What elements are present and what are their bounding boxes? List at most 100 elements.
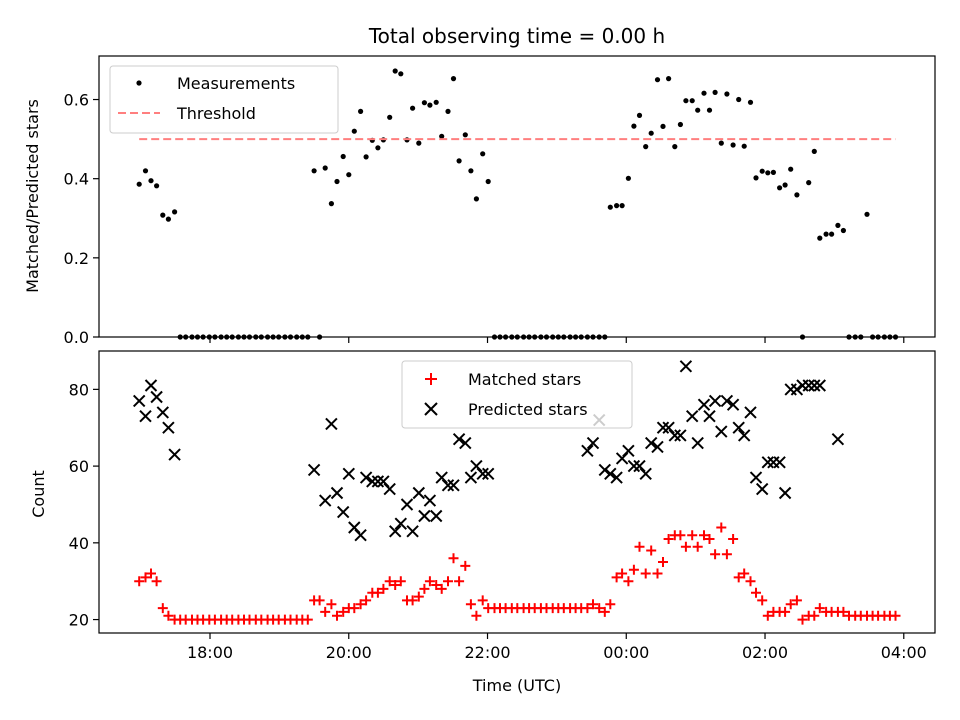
predicted-point [383,482,396,496]
measurement-point [765,170,771,176]
predicted-point [354,528,367,542]
predicted-point [581,444,594,458]
matched-point [477,595,488,606]
matched-point [163,610,174,621]
predicted-point [406,525,419,538]
legend-measurements-marker [136,80,142,86]
predicted-point [778,486,792,500]
matched-point [762,610,773,621]
matched-point [646,545,657,556]
predicted-point [325,417,338,431]
measurement-point [439,133,445,139]
matched-point [413,591,424,602]
measurement-point [398,71,404,77]
predicted-point [429,509,443,523]
predicted-point [476,467,489,481]
predicted-point [452,432,466,446]
counts-series-1 [132,360,845,542]
predicted-point [318,494,332,507]
ratio-y-tick-label: 0.4 [64,170,89,189]
measurement-point [433,99,439,105]
predicted-point [622,444,635,458]
measurement-point [677,121,684,128]
measurement-point [718,140,724,146]
measurement-point [363,154,369,160]
matched-point [739,568,750,579]
ratio-legend: Measurements Threshold [109,65,339,134]
matched-point [710,549,721,560]
predicted-point [749,471,763,484]
predicted-point [790,383,804,396]
matched-point [355,599,366,610]
predicted-point [662,421,675,434]
predicted-point [691,436,704,450]
predicted-point [366,475,379,488]
measurement-point [753,175,759,181]
measurement-point [328,201,334,207]
predicted-point [767,456,780,469]
matched-point [361,595,372,606]
ratio-panel: 0.0 0.2 0.4 0.6 Matched/Predicted stars Mea… [23,55,936,347]
measurement-point [311,168,317,174]
measurement-point [654,77,661,83]
measurement-point [358,108,364,114]
measurement-point [864,211,870,217]
measurement-point [666,76,672,82]
measurement-point [154,183,160,189]
measurement-point [165,216,171,222]
matched-point [349,603,360,614]
matched-point [658,557,668,567]
x-axis-label: Time (UTC) [472,676,561,695]
measurement-point [619,203,625,209]
predicted-point [371,475,385,488]
matched-point [326,599,337,610]
legend-threshold-label: Threshold [176,104,256,123]
predicted-point [610,471,623,484]
predicted-point [720,394,734,408]
matched-point [390,580,401,590]
measurement-point [672,144,678,150]
predicted-point [423,494,437,507]
predicted-point [447,479,460,492]
predicted-point [481,467,495,481]
counts-panel: 20 40 60 80 18:00 20:00 22:00 00:00 02:00 04:00 C… [29,350,936,662]
counts-axes-frame [98,350,936,634]
matched-point [443,576,453,587]
matched-point [721,549,732,560]
matched-point [791,595,802,606]
matched-point [448,553,459,564]
measurement-point [450,76,457,82]
predicted-point [598,463,612,477]
matched-point [134,576,145,587]
measurement-point [142,168,149,174]
measurement-point [456,158,462,164]
matched-point [424,576,435,587]
predicted-point [330,486,344,500]
matched-point [890,610,901,621]
measurement-point [736,96,742,103]
measurement-point [741,143,747,149]
measurement-point [136,181,142,187]
measurement-point [782,182,788,188]
predicted-point [656,421,670,434]
matched-point [378,583,389,594]
matched-point [751,587,761,598]
matched-point [757,595,768,606]
predicted-point [796,379,809,392]
matched-point [733,572,744,583]
predicted-point [307,463,321,477]
predicted-point [802,379,815,392]
matched-point [611,572,622,583]
matched-point [623,576,634,587]
measurement-point [416,140,422,146]
measurement-point [806,180,812,186]
matched-point [302,614,313,625]
measurement-point [625,175,632,181]
matched-point [716,522,727,533]
predicted-point [627,459,641,473]
predicted-point [773,456,786,469]
measurement-point [706,107,713,113]
measurement-point [840,227,847,234]
measurement-point [421,100,427,106]
matched-point [582,603,593,614]
